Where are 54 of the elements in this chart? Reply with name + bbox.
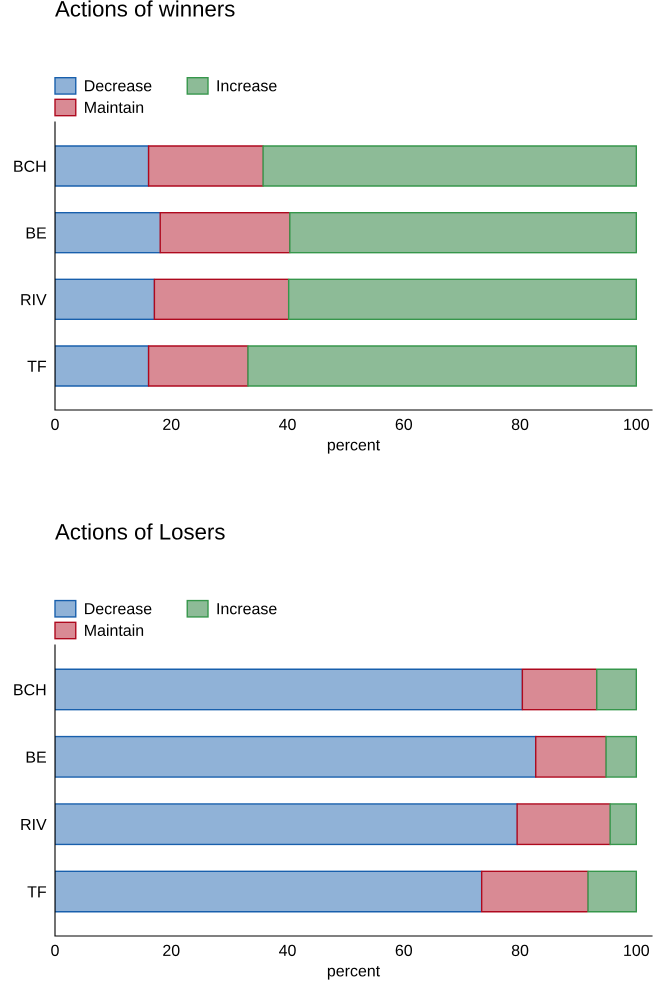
x-tick-label: 80 xyxy=(512,418,528,430)
bar xyxy=(288,278,637,320)
bar xyxy=(55,668,524,710)
legend-label: Increase xyxy=(217,603,277,614)
bar xyxy=(587,870,637,912)
x-tick-label: 0 xyxy=(51,418,59,430)
bar xyxy=(522,668,598,710)
bar xyxy=(55,870,482,912)
y-tick-label: TF xyxy=(28,886,46,898)
bar xyxy=(55,212,161,254)
x-tick-label: 40 xyxy=(279,418,296,430)
legend-label: Decrease xyxy=(85,603,152,614)
legend-label: Increase xyxy=(217,80,277,92)
x-tick-label: 60 xyxy=(396,418,412,430)
x-tick-label: 100 xyxy=(624,944,650,956)
bar xyxy=(516,803,611,846)
bar xyxy=(154,278,290,320)
legend-label: Decrease xyxy=(85,80,152,92)
y-tick-label: TF xyxy=(28,360,46,372)
bar xyxy=(247,345,637,387)
x-tick-label: 0 xyxy=(51,944,59,956)
x-tick-label: 60 xyxy=(396,944,412,956)
x-tick-label: 100 xyxy=(624,418,650,430)
bar xyxy=(55,803,518,846)
x-tick-label: 20 xyxy=(163,944,180,956)
bar xyxy=(609,803,637,846)
bar xyxy=(55,345,150,387)
y-tick-label: BE xyxy=(26,752,46,763)
chart-title: Actions of Losers xyxy=(55,523,225,540)
y-tick-label: RIV xyxy=(21,294,47,306)
y-tick-label: BCH xyxy=(14,160,46,172)
x-tick-label: 80 xyxy=(512,944,528,956)
bar xyxy=(605,736,637,778)
x-tick-label: 40 xyxy=(279,944,296,956)
bar xyxy=(148,345,249,387)
bar xyxy=(535,736,607,778)
x-tick-label: 20 xyxy=(163,418,180,430)
bar xyxy=(55,145,150,187)
x-axis-title: percent xyxy=(328,966,380,980)
bar xyxy=(262,145,637,187)
x-axis-title: percent xyxy=(328,440,380,454)
y-tick-label: BCH xyxy=(14,684,46,696)
bar xyxy=(55,278,156,320)
legend-label: Maintain xyxy=(85,101,144,114)
bar xyxy=(148,145,264,187)
chart-title: Actions of winners xyxy=(55,0,235,17)
y-tick-label: BE xyxy=(26,227,46,238)
legend-label: Maintain xyxy=(85,624,144,636)
bar xyxy=(160,212,291,254)
bar xyxy=(480,870,589,912)
bar xyxy=(55,736,536,778)
y-tick-label: RIV xyxy=(21,818,47,830)
bar xyxy=(596,668,637,710)
bar xyxy=(289,212,637,254)
